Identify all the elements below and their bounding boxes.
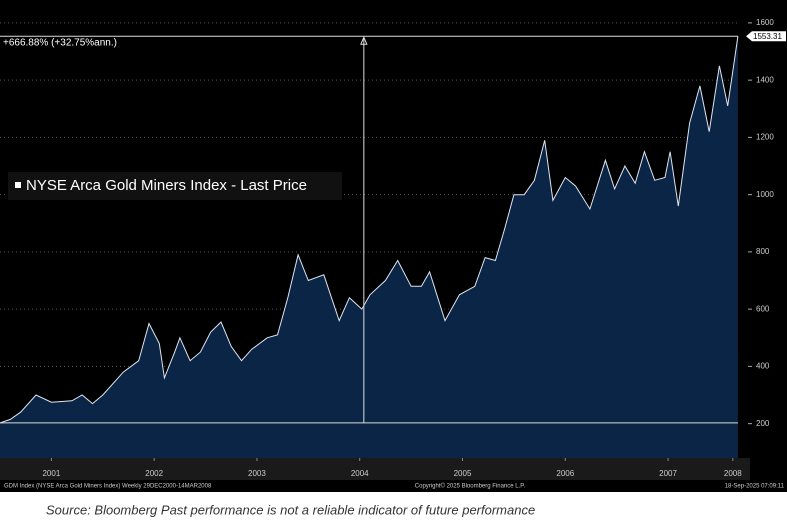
x-axis-band xyxy=(0,458,750,480)
last-price-box xyxy=(746,31,786,42)
last-price-label: 1553.31 xyxy=(753,32,782,41)
annotation: +666.88% (+32.75%ann.) xyxy=(3,38,117,49)
caption: Source: Bloomberg Past performance is no… xyxy=(46,502,535,517)
footer-right: 18-Sep-2025 07:09:11 xyxy=(725,484,785,490)
x-tick-label: 2001 xyxy=(42,469,60,478)
footer-center: Copyright© 2025 Bloomberg Finance L.P. xyxy=(415,483,526,490)
plot-area xyxy=(0,22,740,459)
y-tick-label: 1000 xyxy=(756,190,774,199)
x-tick-label: 2004 xyxy=(351,469,369,478)
y-tick-label: 200 xyxy=(756,419,770,428)
x-tick-label: 2002 xyxy=(145,469,163,478)
legend-label: NYSE Arca Gold Miners Index - Last Price xyxy=(26,177,307,194)
arrow-head xyxy=(360,35,368,45)
x-tick-label: 2005 xyxy=(454,469,472,478)
legend-box xyxy=(8,172,342,200)
x-tick-label: 2007 xyxy=(659,469,677,478)
line xyxy=(0,36,739,424)
y-tick-label: 800 xyxy=(756,247,770,256)
y-tick-label: 1600 xyxy=(756,18,774,27)
x-tick-label: 2003 xyxy=(248,469,266,478)
area xyxy=(0,36,738,459)
y-tick-label: 600 xyxy=(756,304,770,313)
y-tick-label: 1400 xyxy=(756,75,774,84)
footer-left: GDM Index (NYSE Arca Gold Miners Index) … xyxy=(4,484,212,490)
y-tick-label: 1200 xyxy=(756,133,774,142)
legend-swatch xyxy=(15,182,21,188)
y-tick-label: 400 xyxy=(756,362,770,371)
x-tick-label: 2006 xyxy=(556,469,574,478)
x-tick-label: 2008 xyxy=(724,469,742,478)
